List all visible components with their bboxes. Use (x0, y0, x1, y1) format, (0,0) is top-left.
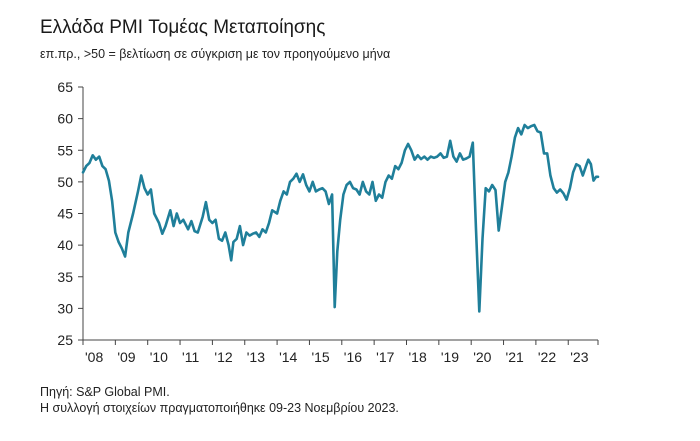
x-tick-label: '14 (279, 349, 297, 365)
x-tick-label: '16 (344, 349, 362, 365)
y-tick-label: 50 (57, 174, 73, 190)
x-tick-label: '15 (311, 349, 329, 365)
x-tick-label: '17 (376, 349, 394, 365)
x-axis: '08 '09 '10 '11 '12 '13 '14 '15 '16 '17 '18 '19 '20 '… (82, 339, 599, 365)
x-tick-label: '10 (150, 349, 168, 365)
x-tick-label: '12 (214, 349, 232, 365)
y-tick-label: 40 (57, 237, 73, 253)
pmi-series-line (81, 123, 600, 313)
y-tick-label: 35 (57, 269, 73, 285)
x-tick-label: '08 (85, 349, 103, 365)
x-tick-label: '21 (506, 349, 524, 365)
x-tick-label: '18 (408, 349, 426, 365)
chart-title: Ελλάδα PMI Τομέας Μεταποίησης (40, 17, 326, 38)
series-group (81, 123, 600, 313)
x-tick-label: '13 (247, 349, 265, 365)
x-tick-label: '19 (441, 349, 459, 365)
x-tick-label: '09 (117, 349, 135, 365)
collection-note: Η συλλογή στοιχείων πραγματοποιήθηκε 09-… (40, 401, 399, 415)
chart-subtitle: επ.πρ., >50 = βελτίωση σε σύγκριση με το… (40, 47, 391, 61)
x-tick-label: '22 (538, 349, 556, 365)
x-tick-label: '23 (570, 349, 588, 365)
chart-footer: Πηγή: S&P Global PMI. Η συλλογή στοιχείω… (40, 384, 399, 416)
x-tick-label: '20 (473, 349, 491, 365)
x-tick-label: '11 (182, 349, 199, 365)
y-axis: 25 30 35 40 45 50 55 60 65 (57, 79, 84, 348)
y-tick-label: 30 (57, 300, 73, 316)
y-tick-label: 45 (57, 206, 73, 222)
y-tick-label: 55 (57, 142, 73, 158)
y-tick-label: 25 (57, 332, 73, 348)
y-tick-label: 60 (57, 111, 73, 127)
source-note: Πηγή: S&P Global PMI. (40, 385, 170, 399)
y-tick-label: 65 (57, 79, 73, 95)
